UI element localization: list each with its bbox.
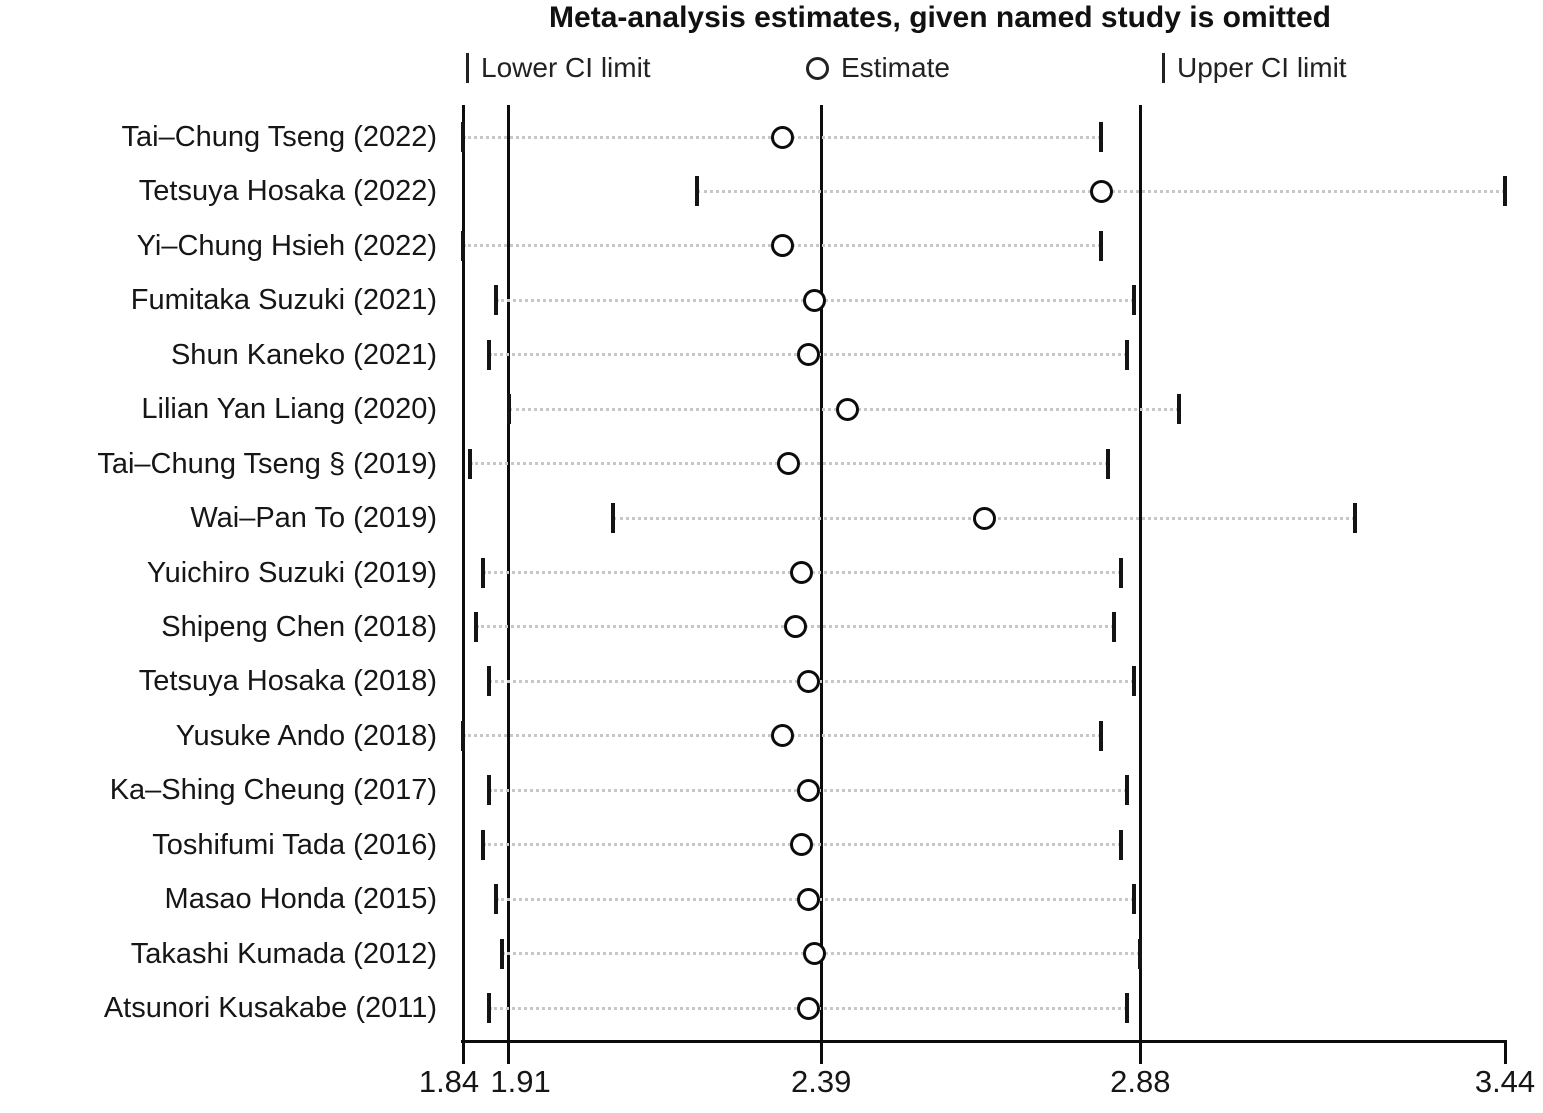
estimate-marker (803, 288, 827, 312)
study-label: Takashi Kumada (2012) (130, 937, 437, 970)
lower-ci-tick (487, 666, 492, 697)
upper-ci-tick (1125, 775, 1130, 806)
upper-ci-tick (1125, 993, 1130, 1024)
x-axis-tick (461, 1040, 465, 1064)
estimate-marker (770, 234, 794, 258)
lower-ci-tick (487, 775, 492, 806)
x-axis-tick-label: 1.84 (418, 1064, 480, 1099)
estimate-marker (790, 561, 814, 585)
chart-title: Meta-analysis estimates, given named stu… (549, 1, 1331, 34)
study-label: Shipeng Chen (2018) (161, 610, 437, 643)
x-axis-line (461, 1040, 1507, 1043)
estimate-marker (777, 452, 801, 476)
estimate-marker (770, 125, 794, 149)
estimate-marker (803, 942, 827, 966)
x-axis-tick (1503, 1040, 1507, 1064)
estimate-marker (796, 669, 820, 693)
upper-ci-tick (1112, 611, 1117, 642)
lower-ci-tick (506, 394, 511, 425)
study-label: Shun Kaneko (2021) (170, 338, 437, 371)
legend-item-lower-ci: Lower CI limit (466, 49, 651, 87)
study-label: Tetsuya Hosaka (2018) (138, 665, 437, 698)
estimate-marker (790, 833, 814, 857)
lower-ci-tick (480, 557, 485, 588)
legend-estimate-label: Estimate (841, 52, 950, 83)
estimate-marker (796, 778, 820, 802)
reference-line-2 (1138, 105, 1142, 1043)
estimate-marker (796, 343, 820, 367)
lower-ci-tick (695, 176, 700, 207)
lower-ci-tick (487, 993, 492, 1024)
upper-ci-tick (1131, 884, 1136, 915)
lower-ci-tick (493, 884, 498, 915)
x-axis-tick (819, 1040, 823, 1064)
lower-ci-tick (480, 829, 485, 860)
upper-ci-tick (1138, 938, 1143, 969)
lower-ci-tick (461, 230, 465, 261)
axis-left-border (461, 105, 465, 1043)
study-label: Tetsuya Hosaka (2022) (138, 175, 437, 208)
upper-ci-tick (1177, 394, 1182, 425)
legend-item-upper-ci: Upper CI limit (1162, 49, 1347, 87)
estimate-circle-icon (806, 56, 829, 80)
lower-ci-tick (610, 503, 615, 534)
upper-ci-tick (1131, 285, 1136, 316)
study-label: Tai–Chung Tseng § (2019) (97, 447, 437, 480)
x-axis-tick-label: 2.39 (791, 1064, 852, 1099)
x-axis-tick-label: 2.88 (1110, 1064, 1171, 1099)
upper-ci-tick (1099, 230, 1104, 261)
upper-ci-tick (1503, 176, 1507, 207)
lower-ci-tick (487, 339, 492, 370)
study-label: Yuichiro Suzuki (2019) (146, 556, 437, 589)
x-axis-tick (507, 1040, 511, 1064)
estimate-marker (783, 615, 807, 639)
upper-ci-tick (1099, 122, 1104, 152)
legend-lower-label: Lower CI limit (481, 52, 651, 83)
legend-item-estimate: Estimate (806, 49, 950, 87)
upper-ci-tick (1105, 448, 1110, 479)
study-label: Fumitaka Suzuki (2021) (130, 284, 437, 317)
upper-ci-tick (1118, 557, 1123, 588)
study-label: Yusuke Ando (2018) (175, 719, 437, 752)
study-label: Tai–Chung Tseng (2022) (121, 121, 437, 153)
lower-ci-tick (493, 285, 498, 316)
study-label: Toshifumi Tada (2016) (152, 828, 437, 861)
x-axis-tick-label: 1.91 (490, 1064, 551, 1099)
x-axis-tick (1138, 1040, 1142, 1064)
upper-ci-tick (1099, 720, 1104, 751)
study-label: Wai–Pan To (2019) (190, 502, 437, 535)
study-label: Ka–Shing Cheung (2017) (109, 774, 437, 807)
estimate-marker (796, 887, 820, 911)
lower-ci-tick (474, 611, 479, 642)
lower-ci-tick (500, 938, 505, 969)
study-label: Atsunori Kusakabe (2011) (103, 992, 437, 1025)
lower-ci-tick (467, 448, 472, 479)
lower-ci-tick-icon (466, 53, 469, 83)
upper-ci-tick (1125, 339, 1130, 370)
study-label: Masao Honda (2015) (164, 883, 437, 916)
lower-ci-tick (461, 122, 465, 152)
study-label: Yi–Chung Hsieh (2022) (136, 229, 437, 262)
x-axis-tick-label: 3.44 (1474, 1064, 1536, 1099)
estimate-marker (1089, 179, 1113, 203)
upper-ci-tick (1131, 666, 1136, 697)
lower-ci-tick (461, 720, 465, 751)
estimate-marker (972, 506, 996, 530)
upper-ci-tick (1353, 503, 1358, 534)
estimate-marker (796, 996, 820, 1020)
estimate-marker (835, 397, 859, 421)
estimate-marker (770, 724, 794, 748)
legend-upper-label: Upper CI limit (1177, 52, 1347, 83)
study-label: Lilian Yan Liang (2020) (141, 393, 437, 426)
upper-ci-tick (1118, 829, 1123, 860)
upper-ci-tick-icon (1162, 53, 1165, 83)
